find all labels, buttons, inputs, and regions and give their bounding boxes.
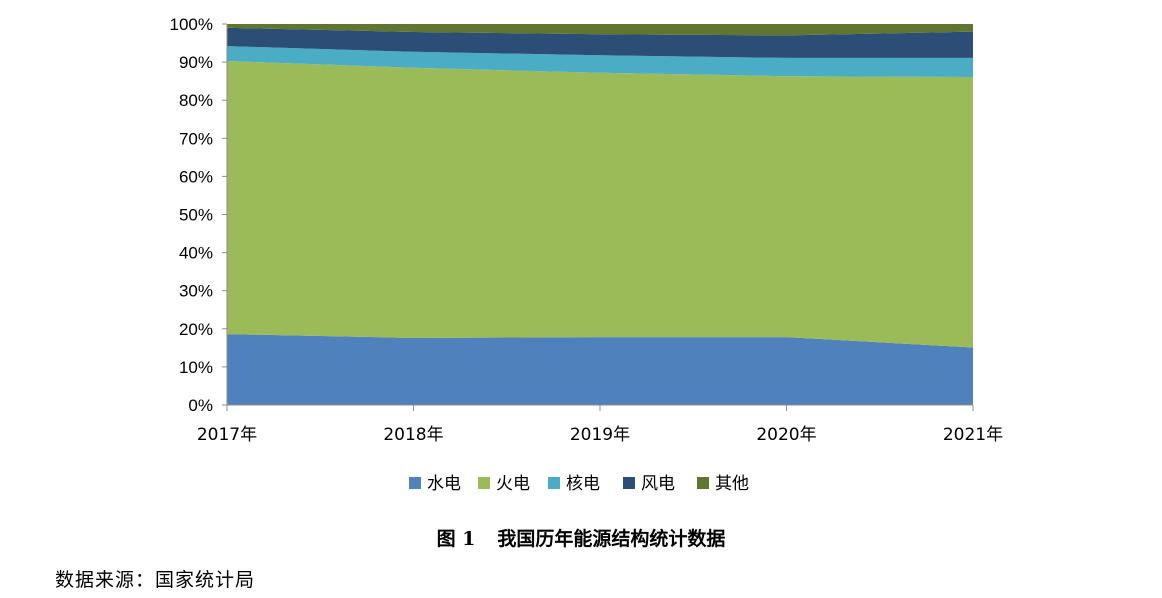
- legend-label: 其他: [715, 474, 749, 494]
- y-tick-label: 60%: [179, 167, 213, 186]
- y-tick-label: 20%: [179, 320, 213, 339]
- y-tick-label: 40%: [179, 244, 213, 263]
- x-tick-label: 2020年: [756, 425, 816, 445]
- y-tick-label: 30%: [179, 282, 213, 301]
- legend-label: 火电: [496, 474, 530, 494]
- x-tick-label: 2019年: [570, 425, 630, 445]
- chart-areas: [227, 24, 973, 405]
- y-tick-label: 10%: [179, 358, 213, 377]
- legend-swatch: [478, 477, 490, 489]
- y-tick-label: 90%: [179, 53, 213, 72]
- legend-item: 水电: [409, 474, 461, 494]
- legend-label: 风电: [641, 474, 675, 494]
- area-series-5: [227, 24, 973, 36]
- legend-label: 水电: [427, 474, 461, 494]
- y-tick-label: 70%: [179, 129, 213, 148]
- figure-caption: 图 1 我国历年能源结构统计数据: [0, 524, 1162, 551]
- legend-swatch: [548, 477, 560, 489]
- y-axis-ticks: 0% 10% 20% 30% 40% 50% 60% 70% 80% 90% 100%: [170, 15, 227, 415]
- figure-title: 我国历年能源结构统计数据: [497, 528, 726, 550]
- x-tick-label: 2017年: [197, 425, 257, 445]
- x-tick-label: 2018年: [383, 425, 443, 445]
- legend-swatch: [409, 477, 421, 489]
- area-series-3: [227, 46, 973, 77]
- y-tick-label: 80%: [179, 91, 213, 110]
- y-tick-label: 100%: [170, 15, 213, 34]
- legend-item: 火电: [478, 474, 530, 494]
- legend-swatch: [623, 477, 635, 489]
- figure-number: 图 1: [436, 528, 476, 550]
- legend-swatch: [697, 477, 709, 489]
- area-chart: 0%10%20%30%40%50%60%70%80%90%100% 2017年 2…: [170, 15, 1004, 494]
- y-tick-label: 50%: [179, 206, 213, 225]
- x-axis-ticks: 2017年 2018年 2019年 2020年 2021年: [197, 405, 1003, 445]
- area-series-4: [227, 27, 973, 58]
- x-tick-label: 2021年: [943, 425, 1003, 445]
- area-series-2: [227, 60, 973, 348]
- area-series-1: [227, 334, 973, 405]
- legend-item: 风电: [623, 474, 675, 494]
- y-tick-label: 0%: [188, 396, 213, 415]
- chart-legend: 水电 火电 核电 风电 其他: [409, 474, 749, 494]
- legend-item: 核电: [548, 474, 600, 494]
- legend-item: 其他: [697, 474, 749, 494]
- data-source: 数据来源：国家统计局: [55, 569, 256, 591]
- legend-label: 核电: [566, 474, 600, 494]
